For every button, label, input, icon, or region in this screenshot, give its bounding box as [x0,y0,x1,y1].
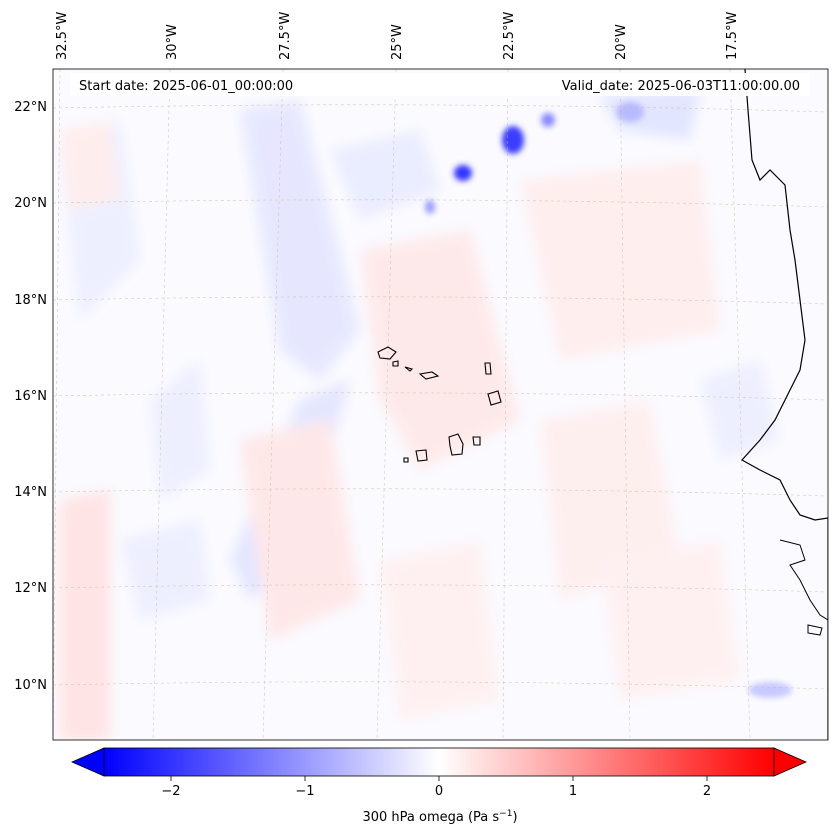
cape-verde-islands [377,346,502,463]
colorbar: −2 −1 0 1 2 300 hPa omega (Pa s−1) [71,747,807,825]
lon-label: 27.5°W [278,12,293,60]
lat-label: 10°N [14,678,47,693]
colorbar-ticks: −2 −1 0 1 2 [161,776,711,799]
longitude-labels: 32.5°W 30°W 27.5°W 25°W 22.5°W 20°W 17.5… [55,12,740,60]
omega-field [53,69,828,740]
lat-label: 16°N [14,389,47,404]
african-coastline [741,69,828,740]
colorbar-high-extend [773,747,807,777]
start-date-label: Start date: 2025-06-01_00:00:00 [79,79,293,94]
lon-label: 32.5°W [55,12,70,60]
lat-label: 18°N [14,293,47,308]
lat-label: 12°N [14,581,47,596]
colorbar-label: 300 hPa omega (Pa s−1) [362,809,517,825]
guinea-coast [779,539,828,636]
colorbar-tick-label: −1 [295,784,314,799]
lon-label: 17.5°W [725,12,740,60]
lon-label: 22.5°W [502,12,517,60]
lon-label: 30°W [165,24,180,60]
valid-date-label: Valid_date: 2025-06-03T11:00:00.00 [562,79,800,94]
colorbar-low-extend [71,747,105,777]
lon-label: 25°W [390,24,405,60]
colorbar-tick-label: 2 [703,784,711,799]
date-header-box [70,73,810,96]
lat-label: 20°N [14,196,47,211]
latitude-labels: 22°N 20°N 18°N 16°N 14°N 12°N 10°N [14,100,47,693]
graticule [53,69,828,740]
lon-label: 20°W [614,24,629,60]
lat-label: 22°N [14,100,47,115]
colorbar-tick-label: 1 [569,784,577,799]
map-frame [52,68,829,741]
colorbar-tick-label: −2 [161,784,180,799]
lat-label: 14°N [14,485,47,500]
colorbar-gradient [103,747,775,777]
colorbar-tick-label: 0 [435,784,443,799]
